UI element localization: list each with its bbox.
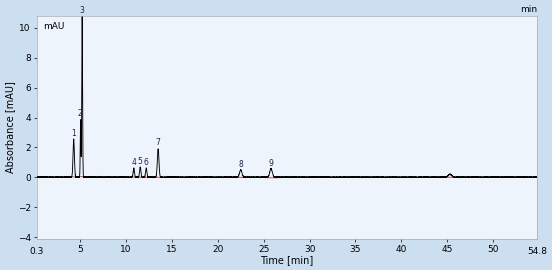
Text: 5: 5 xyxy=(138,157,142,166)
Text: 54.8: 54.8 xyxy=(527,247,547,256)
Text: 0.3: 0.3 xyxy=(30,247,44,256)
X-axis label: Time [min]: Time [min] xyxy=(261,255,314,265)
Y-axis label: Absorbance [mAU]: Absorbance [mAU] xyxy=(5,81,15,173)
Text: 2: 2 xyxy=(78,109,82,118)
Text: 4: 4 xyxy=(131,158,136,167)
Text: mAU: mAU xyxy=(43,22,65,31)
Text: 9: 9 xyxy=(269,158,273,168)
Text: 8: 8 xyxy=(238,160,243,169)
Text: 3: 3 xyxy=(79,6,84,15)
Text: 7: 7 xyxy=(156,139,161,147)
Text: min: min xyxy=(520,5,537,14)
Text: 6: 6 xyxy=(144,158,148,167)
Text: 1: 1 xyxy=(71,129,76,138)
